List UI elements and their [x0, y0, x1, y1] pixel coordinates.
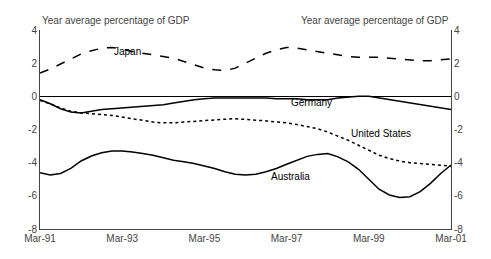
svg-text:0: 0 [454, 91, 460, 102]
svg-text:-2: -2 [454, 124, 463, 135]
svg-text:0: 0 [31, 91, 37, 102]
svg-text:Mar-01: Mar-01 [435, 233, 467, 244]
svg-text:United States: United States [351, 128, 411, 139]
svg-text:Year average percentage of GDP: Year average percentage of GDP [42, 15, 190, 26]
svg-text:Mar-91: Mar-91 [24, 233, 56, 244]
svg-text:4: 4 [31, 25, 37, 36]
svg-text:2: 2 [454, 58, 460, 69]
svg-text:-4: -4 [454, 157, 463, 168]
svg-text:Mar-99: Mar-99 [353, 233, 385, 244]
svg-text:Australia: Australia [271, 171, 310, 182]
svg-text:Germany: Germany [291, 97, 332, 108]
svg-text:Year average percentage of GDP: Year average percentage of GDP [301, 15, 449, 26]
svg-text:Japan: Japan [114, 46, 141, 57]
svg-text:Mar-95: Mar-95 [189, 233, 221, 244]
svg-text:Mar-93: Mar-93 [106, 233, 138, 244]
svg-text:2: 2 [31, 58, 37, 69]
svg-text:Mar-97: Mar-97 [271, 233, 303, 244]
svg-text:-2: -2 [28, 124, 37, 135]
svg-text:-4: -4 [28, 157, 37, 168]
svg-text:-8: -8 [454, 224, 463, 235]
svg-text:-6: -6 [28, 190, 37, 201]
svg-text:-6: -6 [454, 190, 463, 201]
svg-text:-8: -8 [28, 224, 37, 235]
svg-text:4: 4 [454, 25, 460, 36]
